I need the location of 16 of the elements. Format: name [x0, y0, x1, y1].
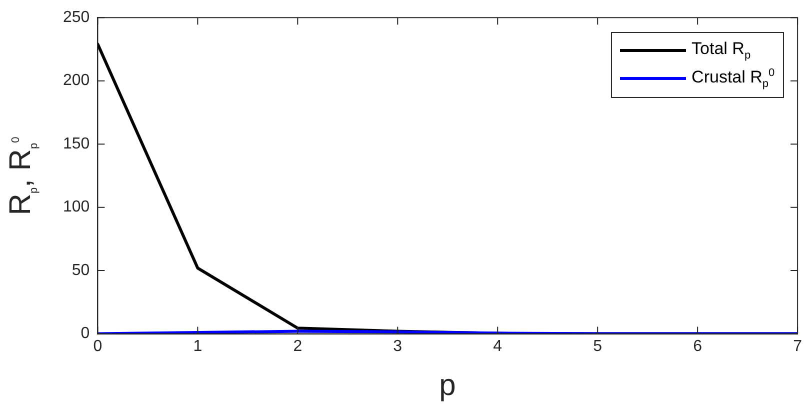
y-tick-label: 50 — [72, 262, 90, 279]
y-tick-label: 200 — [62, 72, 90, 90]
y-tick-label: 100 — [62, 198, 90, 216]
x-tick-label: 2 — [293, 338, 302, 355]
x-tick-label: 4 — [493, 338, 502, 355]
y-tick-label: 250 — [62, 9, 90, 26]
y-tick-label: 150 — [62, 135, 90, 152]
x-axis-title: p — [439, 369, 456, 403]
x-tick-label: 7 — [793, 338, 802, 355]
x-tick-label: 5 — [593, 338, 602, 355]
x-tick-label: 3 — [393, 338, 402, 355]
x-tick-label: 1 — [193, 338, 202, 355]
y-tick-label: 0 — [80, 325, 90, 342]
x-tick-label: 6 — [693, 338, 702, 355]
x-tick-label: 0 — [93, 338, 102, 355]
legend-label: Total R$_{p}$ — [692, 39, 751, 62]
